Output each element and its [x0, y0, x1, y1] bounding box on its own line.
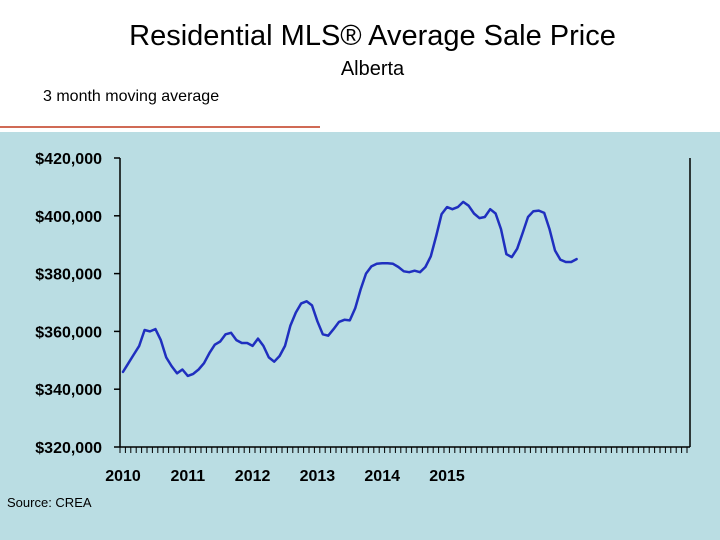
chart-title: Residential MLS® Average Sale Price — [129, 20, 616, 52]
series-group — [121, 200, 578, 378]
header-divider — [0, 126, 320, 128]
x-tick-label: 2013 — [300, 468, 336, 485]
x-tick-label: 2015 — [429, 468, 465, 485]
chart-subtitle: Alberta — [340, 58, 405, 80]
x-tick-label: 2014 — [364, 468, 400, 485]
x-tick-label: 2011 — [170, 468, 205, 485]
y-tick-label: $400,000 — [35, 209, 102, 226]
y-tick-label: $380,000 — [35, 267, 102, 284]
x-axis-ticks: 2010 2011 2012 2013 2014 2015 — [105, 447, 688, 485]
y-tick-label: $340,000 — [35, 382, 102, 399]
source-note: Source: CREA — [7, 495, 92, 510]
y-tick-label: $360,000 — [35, 324, 102, 341]
series-line — [121, 200, 578, 378]
x-tick-label: 2012 — [235, 468, 271, 485]
y-tick-label: $320,000 — [35, 440, 102, 457]
x-tick-label: 2010 — [105, 468, 141, 485]
y-axis-ticks: $320,000 $340,000 $360,000 $380,000 $400,000… — [35, 151, 120, 457]
moving-average-note: 3 month moving average — [43, 88, 220, 105]
y-tick-label: $420,000 — [35, 151, 102, 168]
chart-axes — [119, 158, 691, 448]
